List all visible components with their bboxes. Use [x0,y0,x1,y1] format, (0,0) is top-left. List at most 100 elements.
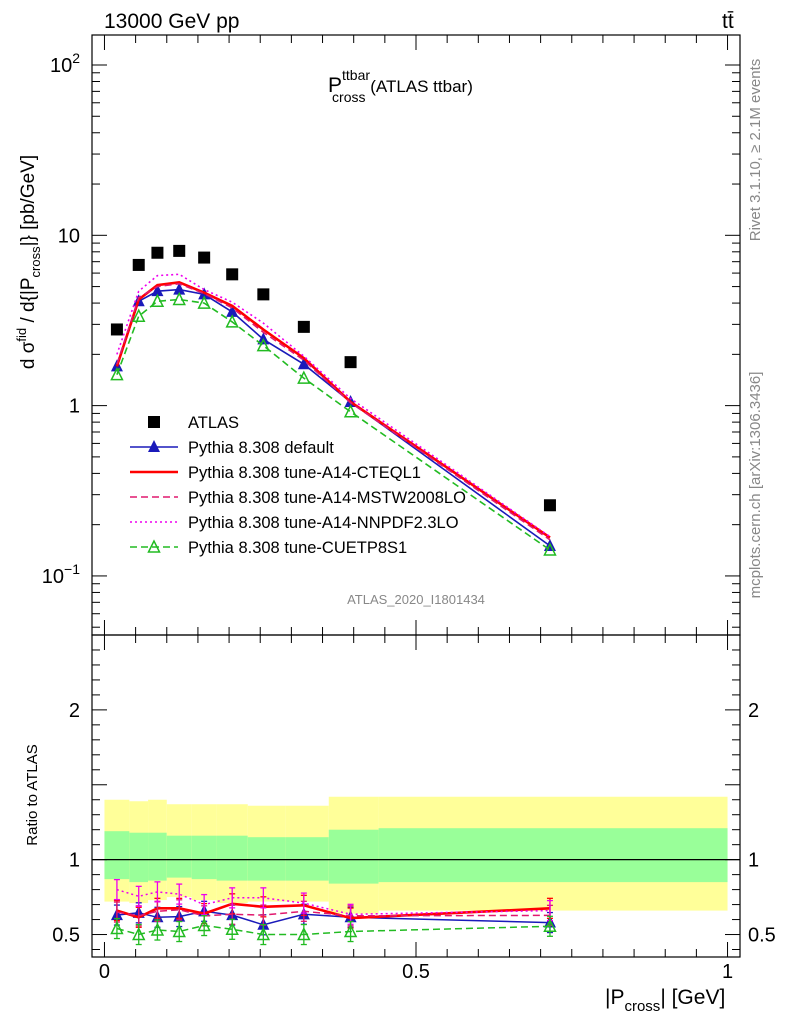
data-point [297,320,310,333]
data-point [297,357,310,370]
data-point [344,356,357,369]
ratio-point [297,926,311,941]
uncertainty-band-inner [378,828,728,883]
legend-entry: Pythia 8.308 tune-A14-NNPDF2.3LO [130,514,459,532]
ratio-line [116,888,551,916]
legend-marker [148,440,160,452]
ratio-panel-curves [110,878,557,946]
ratio-point [256,926,271,941]
data-point [543,499,556,512]
ratio-y-tick-label-right: 2 [748,700,759,722]
y-tick-label: 10−1 [42,561,80,588]
data-point [225,314,239,328]
legend-label: ATLAS [188,414,239,432]
ratio-line [116,910,551,926]
y-tick-label: 102 [50,50,80,77]
data-point [173,244,186,257]
ratio-y-tick-label-right: 1 [748,850,759,872]
main-title: Pttbar cross (ATLAS ttbar) [328,67,473,105]
svg-text:d σfid / d{|Pcross|} [pb/GeV]: d σfid / d{|Pcross|} [pb/GeV] [14,155,43,369]
data-point [172,291,186,306]
uncertainty-band-inner [328,829,379,884]
data-point [151,284,164,297]
legend-entry: Pythia 8.308 tune-A14-MSTW2008LO [130,489,466,507]
mcplots-label: mcplots.cern.ch [arXiv:1306.3436] [747,372,764,599]
x-tick-label: 0 [99,961,110,983]
x-tick-label: 1 [722,961,733,983]
ratio-point [197,917,211,932]
data-point [343,404,358,418]
series-0 [110,244,556,512]
ratio-line [116,924,551,936]
uncertainty-band-inner [216,835,248,881]
ratio-point [172,923,186,938]
legend-marker [147,539,161,553]
legend-label: Pythia 8.308 tune-A14-MSTW2008LO [188,489,466,507]
uncertainty-band-inner [285,837,329,881]
series-5 [110,291,557,556]
rivet-version-label: Rivet 3.1.10, ≥ 2.1M events [747,59,764,242]
ratio-y-tick-label: 0.5 [52,925,80,947]
main-y-axis-label: d σfid / d{|Pcross|} [pb/GeV] [14,155,43,369]
data-point [256,337,271,352]
uncertainty-band-inner [148,832,167,881]
ratio-point [543,918,557,933]
data-point [151,246,164,259]
legend-label: Pythia 8.308 tune-A14-NNPDF2.3LO [188,514,459,532]
series-line [116,298,551,551]
ratio-panel-axes: 0.5 0.5 1 1 2 2 0 0.5 1 [52,634,776,983]
ratio-point [110,920,124,935]
analysis-tag: ATLAS_2020_I1801434 [347,592,485,607]
legend-label: Pythia 8.308 tune-CUETP8S1 [188,539,407,557]
data-point [226,268,239,281]
data-point [132,308,146,322]
data-point [173,282,186,295]
series-3 [116,282,551,541]
energy-label: 13000 GeV pp [104,10,239,33]
ratio-series-4 [110,914,557,946]
ratio-y-tick-label: 1 [69,850,80,872]
ratio-point [225,921,239,936]
x-axis-label: |Pcross| [GeV] [605,986,725,1015]
data-point [543,542,557,556]
uncertainty-band-inner [191,835,217,880]
uncertainty-band-inner [166,835,192,878]
series-line [116,288,551,547]
uncertainty-band-inner [129,832,149,883]
ratio-series-3 [113,878,553,925]
legend-entry: Pythia 8.308 tune-A14-CTEQL1 [130,464,421,482]
data-point [110,323,123,336]
data-point [150,293,165,308]
y-tick-label: 1 [69,396,80,418]
ratio-y-tick-label-right: 0.5 [748,925,776,947]
data-point [226,304,239,317]
x-tick-label: 0.5 [402,961,430,983]
ratio-line [116,902,551,920]
ratio-point [150,922,165,936]
ratio-line [116,909,551,917]
legend-entry: Pythia 8.308 default [130,439,334,457]
data-point [297,370,311,384]
process-label: tt̄ [722,10,734,33]
ratio-point [132,926,146,941]
series-1 [110,282,556,551]
ratio-y-axis-label: Ratio to ATLAS [24,744,41,845]
legend: ATLAS Pythia 8.308 default Pythia 8.308 tu… [130,414,466,557]
ratio-point [343,923,358,938]
legend-label: Pythia 8.308 default [188,439,334,457]
series-line [116,282,551,541]
legend-entry: ATLAS [148,414,239,432]
y-tick-label: 10 [58,225,80,247]
data-point [132,258,145,271]
data-point [197,295,211,309]
uncertainty-band-inner [247,837,286,881]
legend-label: Pythia 8.308 tune-A14-CTEQL1 [188,464,421,482]
data-point [198,251,211,264]
legend-entry: Pythia 8.308 tune-CUETP8S1 [130,539,407,557]
ratio-y-tick-label: 2 [69,700,80,722]
ratio-panel-bands [92,796,740,914]
legend-marker [148,416,160,428]
data-point [110,366,124,381]
main-panel-curves [110,244,557,556]
